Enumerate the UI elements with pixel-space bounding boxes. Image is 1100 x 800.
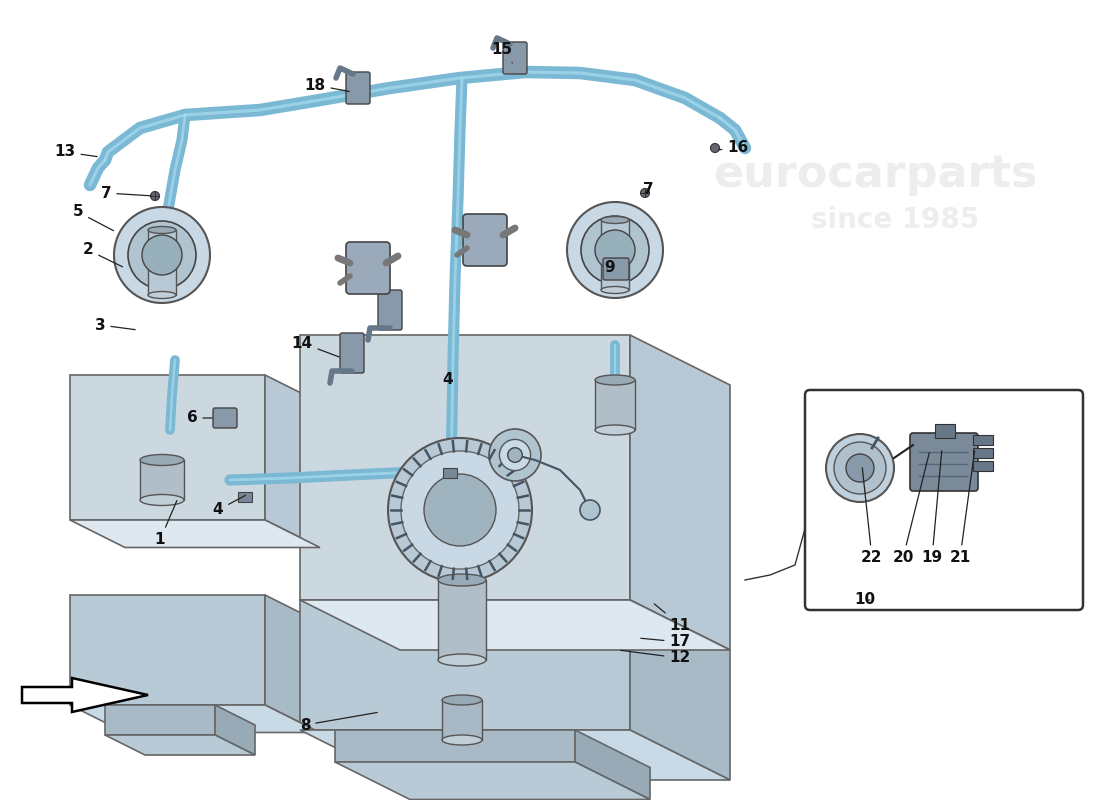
FancyBboxPatch shape — [346, 72, 370, 104]
Bar — [148, 230, 176, 295]
Ellipse shape — [442, 695, 482, 705]
FancyBboxPatch shape — [463, 214, 507, 266]
Text: 7: 7 — [642, 182, 653, 198]
Circle shape — [834, 442, 886, 494]
Bar — [443, 468, 456, 478]
Text: 6: 6 — [187, 410, 212, 426]
Polygon shape — [70, 705, 320, 733]
Circle shape — [566, 202, 663, 298]
Bar — [438, 580, 486, 660]
Text: 4: 4 — [442, 373, 453, 387]
Text: 19: 19 — [922, 450, 943, 566]
Polygon shape — [300, 600, 630, 730]
FancyBboxPatch shape — [503, 42, 527, 74]
Circle shape — [128, 221, 196, 289]
Polygon shape — [300, 335, 630, 600]
Bar — [601, 220, 629, 290]
FancyBboxPatch shape — [378, 290, 402, 330]
Text: 20: 20 — [892, 453, 929, 566]
Circle shape — [846, 454, 874, 482]
Ellipse shape — [595, 425, 635, 435]
Polygon shape — [336, 762, 650, 799]
Polygon shape — [336, 730, 575, 762]
Circle shape — [826, 434, 894, 502]
Bar — [935, 424, 955, 438]
Text: eurocarparts: eurocarparts — [713, 154, 1037, 197]
FancyBboxPatch shape — [346, 242, 390, 294]
Circle shape — [151, 191, 160, 201]
Text: 13: 13 — [54, 145, 97, 159]
Polygon shape — [104, 705, 214, 735]
Text: 12: 12 — [620, 650, 691, 666]
Circle shape — [595, 230, 635, 270]
Text: 5: 5 — [73, 205, 113, 230]
Polygon shape — [265, 375, 320, 547]
Ellipse shape — [438, 654, 486, 666]
Polygon shape — [104, 735, 255, 755]
FancyBboxPatch shape — [603, 258, 629, 280]
Ellipse shape — [595, 375, 635, 385]
Circle shape — [388, 438, 532, 582]
Polygon shape — [300, 600, 730, 650]
Polygon shape — [70, 520, 320, 547]
Bar — [974, 435, 993, 445]
Circle shape — [499, 439, 530, 470]
FancyBboxPatch shape — [213, 408, 236, 428]
Text: 11: 11 — [654, 604, 691, 633]
Text: since 1985: since 1985 — [811, 206, 979, 234]
Circle shape — [142, 235, 182, 275]
Text: 15: 15 — [492, 42, 513, 63]
Polygon shape — [265, 595, 320, 733]
Text: 8: 8 — [299, 713, 377, 733]
Text: 18: 18 — [305, 78, 350, 93]
Ellipse shape — [438, 574, 486, 586]
FancyBboxPatch shape — [340, 333, 364, 373]
Circle shape — [580, 500, 600, 520]
Ellipse shape — [140, 494, 184, 506]
Ellipse shape — [148, 226, 176, 234]
Polygon shape — [300, 730, 730, 780]
Text: 9: 9 — [605, 261, 615, 275]
FancyBboxPatch shape — [910, 433, 978, 491]
Text: 22: 22 — [861, 468, 882, 566]
Text: 14: 14 — [292, 335, 340, 357]
Circle shape — [640, 189, 649, 198]
Polygon shape — [630, 335, 730, 650]
Ellipse shape — [148, 291, 176, 298]
Text: 7: 7 — [101, 186, 151, 201]
Text: 3: 3 — [95, 318, 135, 333]
Bar — [595, 380, 635, 430]
Polygon shape — [22, 678, 148, 712]
Circle shape — [402, 451, 519, 569]
Polygon shape — [630, 600, 730, 780]
Text: 1: 1 — [155, 501, 177, 547]
Circle shape — [490, 429, 541, 481]
Circle shape — [581, 216, 649, 284]
Bar — [238, 492, 252, 502]
FancyBboxPatch shape — [805, 390, 1084, 610]
Polygon shape — [575, 730, 650, 799]
Ellipse shape — [601, 286, 629, 294]
Bar — [974, 448, 993, 458]
Bar — [140, 460, 184, 500]
Ellipse shape — [140, 454, 184, 466]
Text: 4: 4 — [212, 495, 245, 518]
Polygon shape — [214, 705, 255, 755]
Text: 21: 21 — [949, 450, 975, 566]
Bar — [442, 700, 482, 740]
Polygon shape — [70, 595, 265, 705]
Circle shape — [424, 474, 496, 546]
Text: a passion for parts since 1985: a passion for parts since 1985 — [187, 452, 673, 608]
Circle shape — [114, 207, 210, 303]
Circle shape — [508, 448, 522, 462]
Text: 16: 16 — [718, 141, 749, 155]
Circle shape — [711, 143, 719, 153]
Text: 17: 17 — [641, 634, 691, 650]
Polygon shape — [70, 375, 265, 520]
Text: 10: 10 — [855, 593, 876, 607]
Bar — [974, 461, 993, 471]
Ellipse shape — [601, 217, 629, 223]
Text: 2: 2 — [82, 242, 122, 266]
Ellipse shape — [442, 735, 482, 745]
